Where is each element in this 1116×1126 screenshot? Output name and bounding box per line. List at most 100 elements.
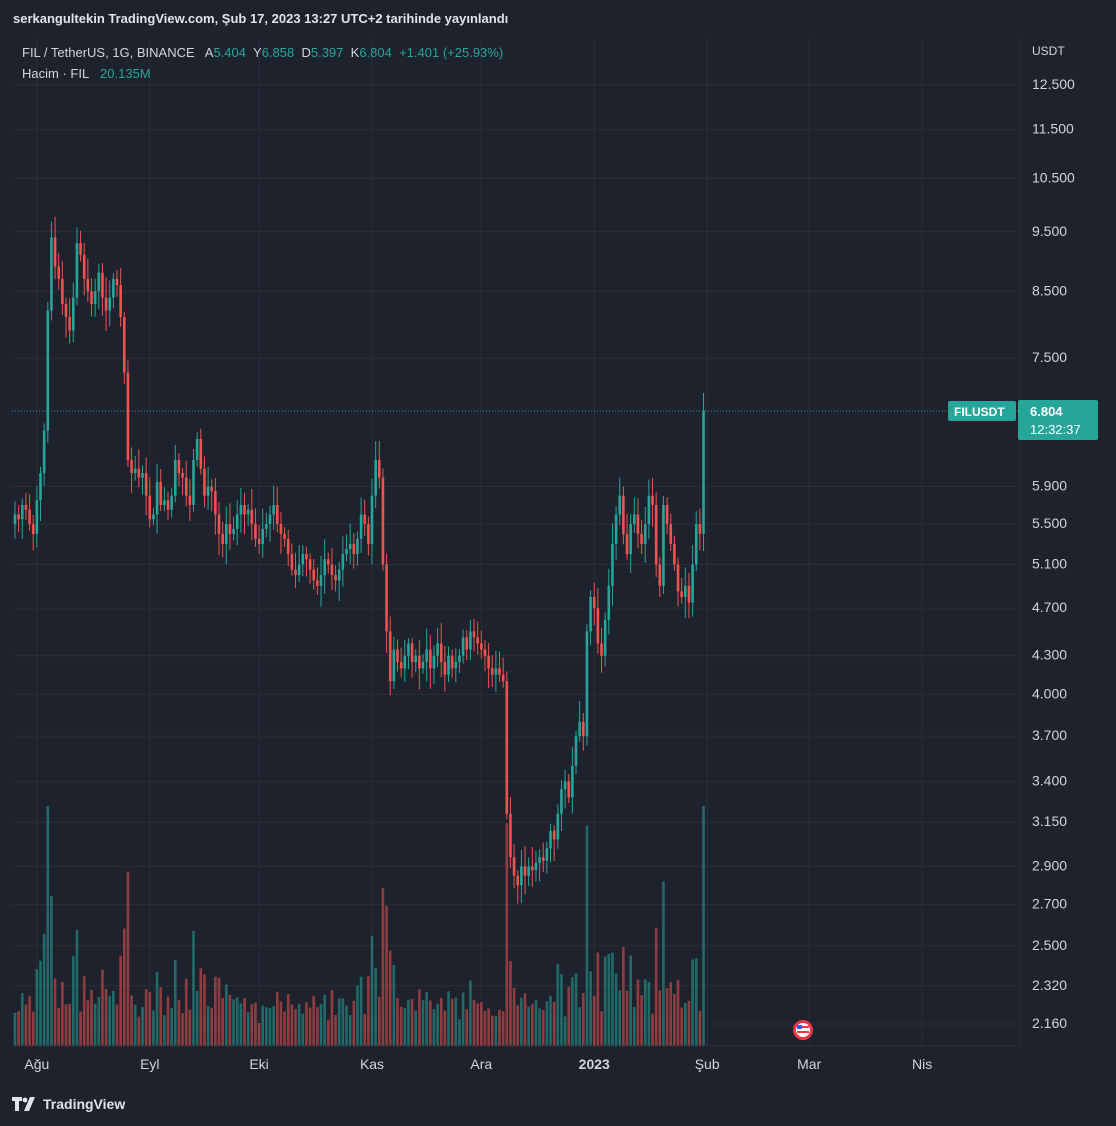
candle-body xyxy=(239,505,243,515)
time-tick-label: Nis xyxy=(912,1056,932,1072)
low-label: D xyxy=(301,45,311,60)
volume-bar xyxy=(418,989,421,1046)
candle-body xyxy=(578,721,581,737)
volume-bar xyxy=(545,1000,549,1046)
candle-body xyxy=(71,297,75,331)
volume-bar xyxy=(294,1009,297,1046)
candle-body xyxy=(137,468,141,478)
volume-bar xyxy=(337,998,341,1046)
volume-bar xyxy=(265,1007,268,1046)
volume-bar xyxy=(392,965,396,1046)
candle-body xyxy=(585,631,589,737)
open-value: 5.404 xyxy=(213,45,247,60)
volume-bar xyxy=(574,973,578,1046)
volume-bar xyxy=(436,1003,439,1046)
time-tick-label: Şub xyxy=(695,1056,720,1072)
candle-body xyxy=(323,559,326,576)
volume-bar xyxy=(370,935,374,1046)
candle-body xyxy=(443,662,447,675)
candle-body xyxy=(316,580,319,586)
candle-body xyxy=(662,505,665,586)
volume-legend: Hacim · FIL 20.135M xyxy=(22,66,151,81)
candle-body xyxy=(195,438,199,461)
volume-bar xyxy=(261,1005,265,1046)
candle-body xyxy=(370,495,374,544)
candle-body xyxy=(527,866,530,876)
volume-bar xyxy=(192,931,195,1046)
candle-body xyxy=(82,254,86,279)
candle-body xyxy=(261,528,265,544)
candle-body xyxy=(450,655,454,669)
candle-body xyxy=(574,736,578,766)
candle-body xyxy=(126,372,130,461)
candle-body xyxy=(192,460,195,506)
volume-bar xyxy=(494,1016,498,1046)
volume-bar xyxy=(447,991,450,1046)
candle-body xyxy=(611,543,614,586)
candle-body xyxy=(275,505,279,525)
volume-bar xyxy=(651,1013,654,1046)
candle-body xyxy=(487,655,490,669)
volume-bar xyxy=(199,968,203,1046)
economic-events-icon[interactable] xyxy=(791,1018,815,1042)
volume-bar xyxy=(163,1015,166,1046)
candle-body xyxy=(669,524,673,544)
candle-body xyxy=(618,495,622,515)
time-axis[interactable]: Ağu Eyl Eki Kas Ara 2023 Şub Mar Nis xyxy=(24,1056,932,1072)
volume-bar xyxy=(487,1008,490,1046)
volume-bar xyxy=(257,1023,261,1046)
bar-countdown: 12:32:37 xyxy=(1030,422,1081,437)
candle-body xyxy=(188,495,192,506)
price-axis[interactable]: 12.500 11.500 10.500 9.500 8.500 7.500 5.900 5.… xyxy=(1032,76,1075,1031)
volume-bar xyxy=(549,996,552,1046)
volume-bar xyxy=(254,1002,257,1046)
volume-bar xyxy=(268,1008,272,1046)
candle-body xyxy=(294,569,297,576)
volume-bar xyxy=(348,1015,352,1046)
close-value: 6.804 xyxy=(359,45,392,60)
volume-bar xyxy=(654,927,658,1046)
candle-body xyxy=(531,866,534,871)
candle-body xyxy=(603,619,607,656)
tradingview-logo[interactable]: TradingView xyxy=(12,1096,125,1112)
candle-body xyxy=(614,514,618,544)
volume-bar xyxy=(173,959,177,1046)
candle-body xyxy=(170,495,173,510)
volume-bar xyxy=(144,989,148,1046)
volume-bar xyxy=(512,987,516,1046)
volume-bar xyxy=(224,984,228,1046)
volume-bar xyxy=(483,1010,487,1046)
candle-body xyxy=(592,596,596,609)
volume-bar xyxy=(243,998,246,1046)
volume-bar xyxy=(505,823,509,1046)
symbol-tag-text: FILUSDT xyxy=(954,405,1005,419)
volume-bar xyxy=(388,950,392,1046)
candle-body xyxy=(698,524,702,534)
price-tick-label: 3.400 xyxy=(1032,772,1067,788)
candle-body xyxy=(458,655,461,663)
price-tick-label: 3.150 xyxy=(1032,813,1067,829)
volume-bar xyxy=(232,999,235,1046)
candle-body xyxy=(235,514,239,529)
candle-body xyxy=(144,473,148,496)
volume-bar xyxy=(68,1003,71,1046)
candle-body xyxy=(596,608,600,644)
candle-body xyxy=(90,291,93,305)
volume-bar xyxy=(374,967,377,1046)
volume-bar xyxy=(239,1003,243,1046)
volume-bar xyxy=(177,999,181,1046)
candle-body xyxy=(633,514,636,525)
volume-bar xyxy=(552,1001,556,1046)
candle-body xyxy=(301,554,305,565)
volume-bar xyxy=(97,996,101,1046)
candle-body xyxy=(654,505,658,565)
candle-body xyxy=(130,460,133,474)
candle-body xyxy=(556,813,560,840)
volume-bar xyxy=(352,1000,356,1046)
price-tick-label: 9.500 xyxy=(1032,223,1067,239)
candle-body xyxy=(563,781,567,790)
last-price-tag xyxy=(1018,400,1098,440)
price-tick-label: 11.500 xyxy=(1032,121,1074,137)
candle-body xyxy=(57,266,61,279)
